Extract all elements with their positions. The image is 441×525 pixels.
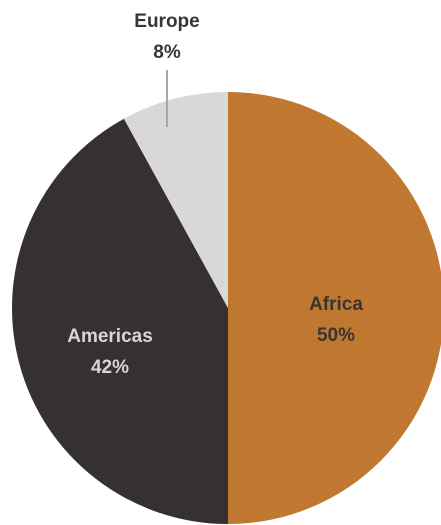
pie-slice-europe [123,92,228,308]
slice-value-africa: 50% [317,325,355,346]
slice-value-europe: 8% [153,42,181,63]
pie-slice-americas [12,118,228,524]
slice-label-americas: Americas [67,326,153,347]
slice-value-americas: 42% [91,357,129,378]
slice-label-europe: Europe [134,11,199,32]
pie-slice-africa [228,92,441,524]
slice-label-africa: Africa [309,294,363,315]
pie-slices [12,92,441,524]
